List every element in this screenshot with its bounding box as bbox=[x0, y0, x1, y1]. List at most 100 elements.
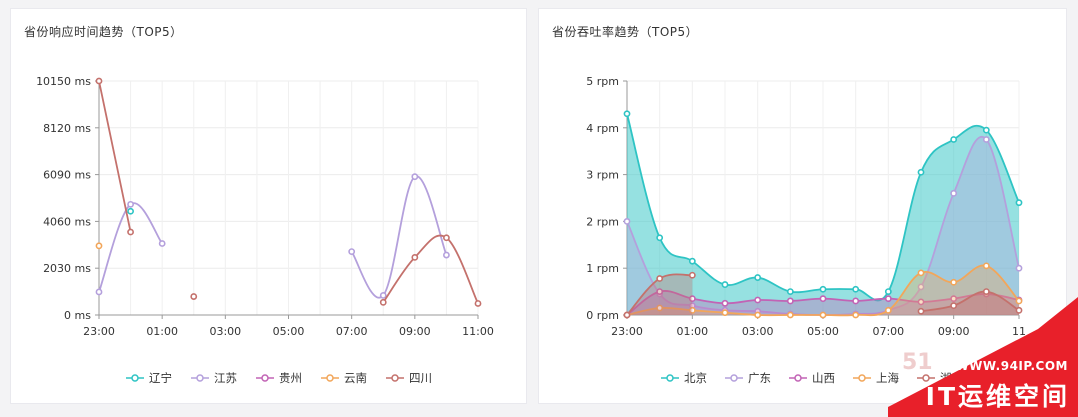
legend-item: 四川 bbox=[386, 371, 432, 385]
data-point bbox=[190, 293, 198, 300]
data-point bbox=[656, 288, 664, 295]
series-line bbox=[98, 80, 132, 233]
response-time-chart: 0 ms 2030 ms 4060 ms 6090 ms 8120 ms 10150 ms… bbox=[36, 75, 494, 385]
legend-item: 贵州 bbox=[256, 371, 302, 385]
series-area bbox=[627, 136, 1019, 315]
x-tick-label: 07:00 bbox=[336, 325, 368, 338]
data-point bbox=[982, 136, 990, 143]
y-tick-label: 3 rpm bbox=[586, 169, 619, 182]
data-point bbox=[982, 126, 990, 134]
x-tick-label: 03:00 bbox=[209, 325, 241, 338]
chart-legend: 辽宁 江苏 贵州 云南 四川 bbox=[126, 371, 432, 385]
data-point bbox=[623, 217, 631, 225]
legend-label: 北京 bbox=[684, 371, 707, 385]
data-point bbox=[950, 278, 958, 286]
data-point bbox=[688, 306, 696, 314]
x-tick-label: 01:00 bbox=[676, 325, 708, 338]
x-tick-label: 23:00 bbox=[611, 325, 643, 338]
throughput-chart: 0 rpm 1 rpm 2 rpm 3 rpm 4 rpm 5 rpm 23:00 01:00… bbox=[586, 75, 1026, 385]
watermark-url: WWW.94IP.COM bbox=[955, 359, 1068, 373]
legend-item: 广东 bbox=[725, 371, 771, 385]
data-point bbox=[474, 300, 482, 307]
legend-label: 江苏 bbox=[214, 371, 237, 385]
data-point bbox=[95, 242, 103, 250]
series-辽宁 bbox=[127, 207, 134, 215]
y-tick-label: 1 rpm bbox=[586, 262, 619, 275]
legend-marker bbox=[196, 374, 204, 382]
watermark-faint-text: 51 bbox=[902, 350, 933, 375]
data-point bbox=[1015, 306, 1023, 314]
series-line bbox=[350, 175, 448, 299]
data-point bbox=[127, 228, 134, 236]
data-point bbox=[348, 248, 356, 256]
x-tick-label: 11:00 bbox=[462, 325, 494, 338]
data-point bbox=[443, 234, 450, 242]
series-area bbox=[627, 113, 1019, 315]
data-point bbox=[379, 292, 387, 299]
series-云南 bbox=[95, 242, 103, 250]
data-point bbox=[688, 271, 696, 279]
legend-item: 北京 bbox=[661, 371, 707, 385]
legend-label: 四川 bbox=[409, 371, 432, 385]
x-tick-label: 09:00 bbox=[938, 325, 970, 338]
legend-label: 广东 bbox=[748, 371, 771, 385]
data-point bbox=[950, 136, 958, 143]
legend-label: 贵州 bbox=[279, 371, 302, 385]
series-四川 bbox=[95, 77, 482, 307]
data-point bbox=[950, 302, 958, 310]
data-point bbox=[754, 296, 762, 304]
data-point bbox=[127, 200, 134, 208]
data-point bbox=[95, 288, 103, 296]
y-tick-label: 0 ms bbox=[64, 309, 91, 322]
legend-label: 山西 bbox=[812, 371, 835, 385]
legend-item: 山西 bbox=[789, 371, 835, 385]
data-point bbox=[379, 298, 387, 306]
legend-marker bbox=[326, 374, 334, 382]
data-point bbox=[688, 295, 696, 303]
data-point bbox=[1015, 199, 1023, 207]
data-point bbox=[819, 311, 827, 319]
watermark-banner-shape: 51 bbox=[888, 297, 1078, 417]
data-point bbox=[852, 297, 860, 305]
y-tick-label: 2030 ms bbox=[43, 262, 91, 275]
series-line bbox=[382, 234, 479, 304]
y-tick-label: 0 rpm bbox=[586, 309, 619, 322]
data-point bbox=[982, 288, 990, 295]
x-tick-label: 05:00 bbox=[807, 325, 839, 338]
throughput-panel: 省份吞吐率趋势（TOP5） 0 rpm 1 rpm 2 rpm 3 rpm 4 rpm 5… bbox=[538, 8, 1067, 404]
data-point bbox=[917, 307, 925, 315]
data-point bbox=[917, 283, 925, 291]
data-point bbox=[688, 257, 696, 265]
data-point bbox=[754, 311, 762, 319]
data-point bbox=[411, 173, 419, 181]
legend-item: 辽宁 bbox=[126, 371, 172, 385]
data-point bbox=[95, 77, 103, 85]
legend-item: 江苏 bbox=[191, 371, 237, 385]
legend-marker bbox=[922, 374, 930, 382]
data-point bbox=[917, 298, 925, 306]
data-point bbox=[623, 311, 631, 319]
legend-label: 上海 bbox=[876, 371, 899, 385]
legend-marker bbox=[261, 374, 269, 382]
legend-marker bbox=[131, 374, 139, 382]
x-tick-label: 03:00 bbox=[742, 325, 774, 338]
legend-marker bbox=[666, 374, 674, 382]
series-area bbox=[627, 265, 1019, 316]
data-point bbox=[721, 281, 729, 288]
watermark: 51 WWW.94IP.COM IT运维空间 bbox=[888, 297, 1078, 417]
legend-marker bbox=[858, 374, 866, 382]
data-point bbox=[443, 251, 450, 259]
chart-grid bbox=[95, 80, 479, 319]
data-point bbox=[786, 288, 794, 295]
series-北京 bbox=[623, 110, 1023, 315]
y-tick-label: 5 rpm bbox=[586, 75, 619, 88]
data-point bbox=[884, 288, 892, 295]
legend-item: 上海 bbox=[853, 371, 899, 385]
data-point bbox=[623, 110, 631, 118]
legend-marker bbox=[391, 374, 399, 382]
data-point bbox=[656, 234, 664, 242]
watermark-brand: IT运维空间 bbox=[925, 382, 1070, 411]
x-tick-label: 07:00 bbox=[872, 325, 904, 338]
data-point bbox=[819, 285, 827, 293]
series-江苏 bbox=[95, 173, 450, 299]
